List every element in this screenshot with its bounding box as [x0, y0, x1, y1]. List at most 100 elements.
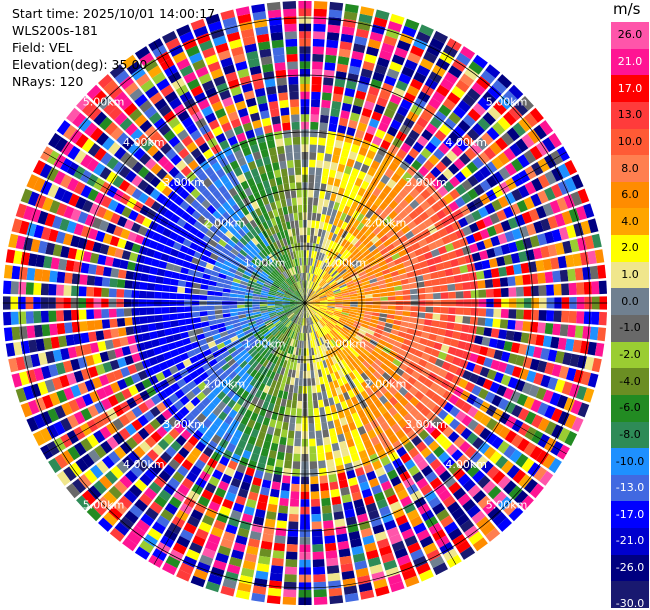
ray-gate	[373, 267, 382, 274]
ray-gate	[297, 393, 303, 402]
ray-gate	[260, 310, 269, 314]
ray-gate	[309, 317, 313, 325]
ray-gate	[217, 322, 226, 329]
ray-gate	[131, 281, 141, 290]
ray-gate	[403, 502, 416, 514]
ray-gate	[315, 267, 320, 275]
ray-gate	[400, 254, 410, 263]
ray-gate	[288, 353, 293, 362]
ray-gate	[351, 259, 359, 266]
ray-gate	[366, 125, 377, 136]
ray-gate	[196, 561, 211, 574]
ray-gate	[317, 228, 323, 237]
ray-gate	[253, 421, 262, 431]
ray-gate	[222, 578, 237, 590]
ray-gate	[88, 366, 99, 378]
ray-gate	[423, 435, 435, 447]
ray-gate	[198, 521, 212, 533]
ray-gate	[141, 378, 152, 389]
ray-gate	[338, 203, 346, 213]
ray-gate	[291, 354, 296, 363]
ray-gate	[94, 401, 106, 414]
ray-gate	[385, 282, 394, 288]
ray-gate	[372, 409, 382, 419]
ray-gate	[309, 290, 315, 297]
ray-gate	[411, 263, 421, 271]
ray-gate	[557, 427, 571, 443]
ray-gate	[436, 386, 447, 397]
ray-gate	[236, 463, 247, 474]
ray-gate	[381, 82, 394, 94]
ray-gate	[499, 319, 509, 329]
ray-gate	[336, 464, 345, 474]
ray-gate	[373, 578, 388, 590]
ray-gate	[548, 132, 562, 148]
ray-gate	[396, 446, 407, 458]
ray-gate	[497, 517, 512, 532]
ray-gate	[273, 542, 285, 552]
ray-gate	[345, 398, 354, 408]
ray-gate	[490, 328, 500, 338]
ray-gate	[263, 472, 273, 482]
ray-gate	[190, 407, 201, 418]
ray-gate	[101, 455, 115, 469]
ray-gate	[400, 452, 412, 464]
ray-gate	[328, 381, 335, 390]
ray-gate	[320, 490, 330, 499]
ray-gate	[174, 423, 185, 434]
ray-gate	[44, 379, 56, 393]
ray-gate	[374, 328, 384, 335]
ray-gate	[219, 372, 228, 381]
ray-gate	[37, 210, 49, 225]
ray-gate	[399, 435, 411, 446]
ray-gate	[77, 237, 88, 250]
ray-gate	[396, 148, 407, 160]
ray-gate	[322, 283, 329, 290]
ray-gate	[526, 370, 537, 383]
ray-gate	[538, 310, 547, 321]
ray-gate	[406, 429, 418, 441]
ray-gate	[400, 98, 413, 111]
ray-gate	[77, 382, 89, 395]
ray-gate	[209, 423, 219, 434]
ray-gate	[325, 239, 331, 248]
ray-gate	[407, 52, 421, 64]
ray-gate	[144, 436, 157, 448]
ray-gate	[352, 43, 366, 54]
ray-gate	[117, 357, 127, 368]
ray-gate	[364, 369, 373, 378]
ray-gate	[524, 478, 538, 494]
ray-gate	[280, 168, 288, 177]
ray-gate	[290, 305, 298, 308]
ray-gate	[337, 472, 347, 482]
ray-gate	[277, 288, 285, 294]
ray-gate	[393, 341, 403, 349]
ray-gate	[33, 311, 42, 324]
ray-gate	[356, 222, 365, 231]
ray-gate	[365, 502, 378, 513]
range-label: 5.00km	[83, 96, 125, 109]
ray-gate	[315, 338, 320, 347]
ray-gate	[504, 430, 517, 444]
ray-gate	[347, 389, 356, 399]
ray-gate	[344, 462, 354, 472]
ray-gate	[313, 589, 327, 598]
ray-gate	[306, 235, 310, 243]
ray-gate	[485, 289, 494, 298]
ray-gate	[8, 233, 19, 249]
ray-gate	[505, 265, 515, 276]
ray-gate	[236, 387, 245, 397]
ray-gate	[130, 222, 142, 233]
ray-gate	[226, 564, 241, 575]
ray-gate	[386, 494, 399, 505]
ray-gate	[453, 323, 463, 332]
ray-gate	[307, 227, 311, 236]
ray-gate	[177, 313, 186, 320]
ray-gate	[544, 231, 555, 244]
ray-gate	[492, 79, 507, 94]
ray-gate	[287, 329, 292, 337]
ray-gate	[359, 257, 368, 265]
ray-gate	[247, 334, 256, 342]
colorbar-tick-label: 2.0	[621, 241, 639, 255]
ray-gate	[203, 446, 214, 458]
